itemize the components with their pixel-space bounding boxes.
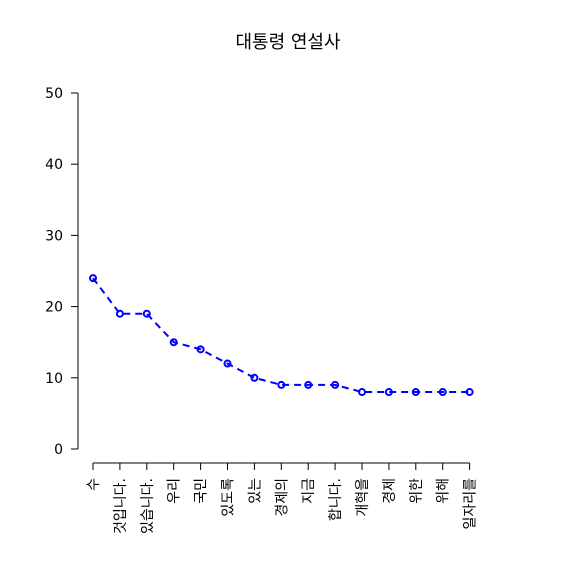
x-tick-label: 국민 [194, 478, 210, 504]
x-tick-label: 수 [86, 478, 102, 491]
data-point [331, 380, 340, 389]
data-series [89, 274, 474, 397]
data-point [89, 274, 97, 283]
data-point [277, 380, 286, 389]
data-point [358, 388, 366, 397]
x-tick-label: 경제 [382, 478, 398, 504]
y-tick-label: 10 [45, 371, 63, 387]
y-tick-label: 0 [54, 442, 63, 458]
x-tick-label: 있습니다. [140, 478, 156, 534]
y-tick-label: 50 [45, 86, 63, 102]
data-point [438, 388, 447, 397]
y-tick-label: 40 [45, 157, 63, 173]
x-axis: 수 것입니다. 있습니다. 우리 국민 있도록 있는 경제의 지금 합니다. 개혁을 경제 위한 위해 일자… [86, 462, 479, 534]
data-point [115, 309, 124, 318]
y-axis: 0 10 20 30 40 50 [45, 86, 79, 458]
x-tick-label: 일자리를 [463, 478, 479, 530]
data-point [142, 309, 151, 318]
y-tick-label: 30 [45, 228, 63, 244]
x-tick-label: 있도록 [221, 478, 237, 517]
chart-title: 대통령 연설사 [235, 32, 341, 53]
y-tick-label: 20 [45, 300, 63, 316]
data-point [169, 338, 178, 347]
x-tick-label: 합니다. [328, 478, 344, 521]
data-point [250, 373, 259, 382]
x-tick-label: 개혁을 [355, 478, 371, 517]
x-tick-label: 있는 [247, 478, 263, 504]
x-tick-label: 경제의 [274, 478, 290, 517]
data-point [223, 359, 232, 368]
data-point [304, 380, 313, 389]
data-point [411, 388, 420, 397]
data-point [384, 388, 393, 397]
x-tick-label: 위한 [409, 478, 425, 504]
x-tick-label: 것입니다. [113, 478, 129, 534]
data-point [465, 388, 474, 397]
data-point [196, 345, 205, 354]
x-tick-label: 우리 [167, 478, 183, 504]
series-line [92, 277, 470, 394]
x-tick-label: 지금 [301, 478, 317, 504]
x-tick-label: 위해 [436, 478, 452, 504]
